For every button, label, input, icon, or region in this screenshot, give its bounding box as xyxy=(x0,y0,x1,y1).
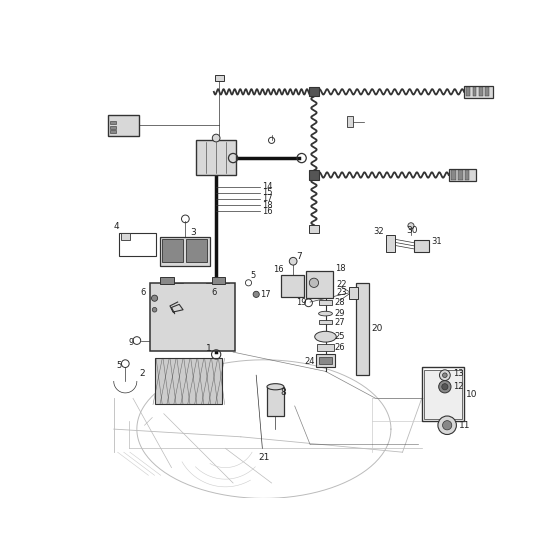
Bar xyxy=(449,169,477,181)
Bar xyxy=(465,170,469,180)
Bar xyxy=(458,170,463,180)
Text: 11: 11 xyxy=(459,421,470,430)
Circle shape xyxy=(212,134,220,142)
Text: 4: 4 xyxy=(114,222,119,231)
Text: 30: 30 xyxy=(407,226,418,235)
Bar xyxy=(319,357,333,365)
Text: 5: 5 xyxy=(116,361,122,371)
Text: 22: 22 xyxy=(336,280,347,289)
Text: 14: 14 xyxy=(262,182,273,191)
Bar xyxy=(162,239,183,262)
Text: 8: 8 xyxy=(281,388,287,396)
Ellipse shape xyxy=(267,384,284,390)
Text: 2: 2 xyxy=(139,369,145,378)
Text: 25: 25 xyxy=(335,332,345,341)
Text: 13: 13 xyxy=(453,369,464,378)
Text: 6: 6 xyxy=(141,288,146,297)
Bar xyxy=(267,387,284,416)
Bar xyxy=(150,283,235,351)
Text: 6: 6 xyxy=(212,288,217,297)
Bar xyxy=(110,121,116,124)
Bar xyxy=(109,115,139,137)
Circle shape xyxy=(442,384,448,390)
Bar xyxy=(212,277,225,284)
Text: 17: 17 xyxy=(260,290,270,299)
Bar xyxy=(422,367,464,421)
Text: 12: 12 xyxy=(453,382,464,391)
Text: 21: 21 xyxy=(259,453,270,462)
Bar xyxy=(309,170,319,180)
Circle shape xyxy=(442,373,447,377)
Bar xyxy=(186,239,207,262)
Text: 19: 19 xyxy=(296,297,307,306)
Circle shape xyxy=(151,295,158,301)
Text: 10: 10 xyxy=(466,390,478,399)
Bar xyxy=(473,87,477,96)
Bar xyxy=(306,271,333,298)
Bar xyxy=(121,233,130,240)
Bar xyxy=(119,233,156,256)
Bar xyxy=(414,240,430,252)
Bar xyxy=(214,75,224,81)
Text: 16: 16 xyxy=(262,207,273,216)
Circle shape xyxy=(408,223,414,229)
Text: 3: 3 xyxy=(191,228,197,237)
Text: 9: 9 xyxy=(128,338,134,347)
Bar xyxy=(110,130,116,133)
Bar xyxy=(196,141,236,175)
Circle shape xyxy=(253,291,259,297)
Bar xyxy=(309,225,319,233)
Text: 15: 15 xyxy=(262,188,273,197)
Text: 17: 17 xyxy=(262,194,273,203)
Bar xyxy=(160,277,174,284)
Text: 1: 1 xyxy=(206,344,212,353)
Circle shape xyxy=(440,370,450,381)
Circle shape xyxy=(438,416,456,435)
Bar xyxy=(160,236,210,266)
Text: 26: 26 xyxy=(335,343,346,352)
Circle shape xyxy=(290,258,297,265)
Bar xyxy=(348,287,358,299)
Text: 18: 18 xyxy=(335,264,346,273)
Circle shape xyxy=(442,421,452,430)
Text: 28: 28 xyxy=(335,297,346,306)
Bar xyxy=(424,370,462,419)
Circle shape xyxy=(152,307,157,312)
Bar xyxy=(356,283,368,375)
Bar xyxy=(451,170,456,180)
Bar xyxy=(347,116,353,127)
Bar xyxy=(466,87,470,96)
Bar xyxy=(464,86,493,98)
Text: 27: 27 xyxy=(335,318,346,326)
Bar xyxy=(281,275,304,297)
Bar xyxy=(316,354,335,367)
Text: 23: 23 xyxy=(336,287,347,297)
Text: 32: 32 xyxy=(373,227,384,236)
Bar xyxy=(110,125,116,129)
Bar xyxy=(317,344,334,351)
Circle shape xyxy=(309,278,319,287)
Bar xyxy=(479,87,483,96)
Text: 16: 16 xyxy=(273,265,284,274)
Bar xyxy=(155,358,222,404)
Ellipse shape xyxy=(315,332,336,342)
Bar xyxy=(485,87,489,96)
Text: 5: 5 xyxy=(250,270,255,279)
Bar xyxy=(319,320,332,324)
Ellipse shape xyxy=(319,311,333,316)
Circle shape xyxy=(438,381,451,393)
Text: 31: 31 xyxy=(432,237,442,246)
Text: 20: 20 xyxy=(372,324,383,334)
Text: 29: 29 xyxy=(335,309,345,318)
Text: 24: 24 xyxy=(304,357,314,366)
Bar xyxy=(309,87,319,96)
Text: 18: 18 xyxy=(262,200,273,209)
Text: 7: 7 xyxy=(296,252,302,261)
Bar xyxy=(385,235,395,252)
Bar xyxy=(319,300,332,305)
